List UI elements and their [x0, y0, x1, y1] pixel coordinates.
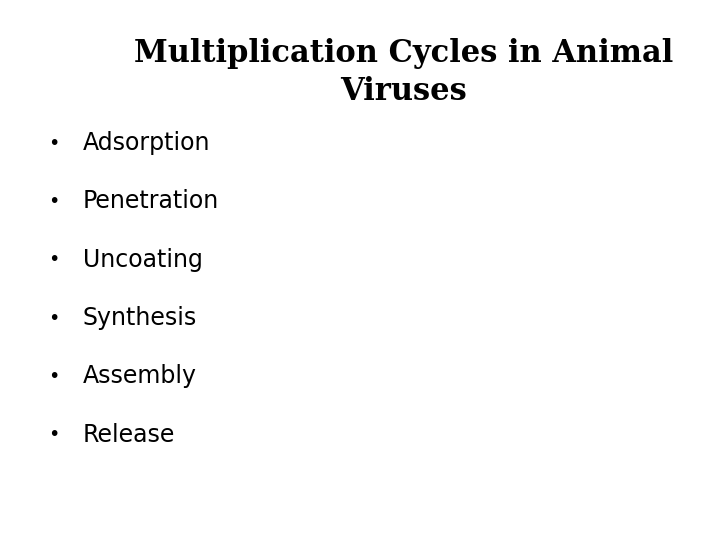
Text: •: •: [48, 192, 60, 211]
Text: Multiplication Cycles in Animal
Viruses: Multiplication Cycles in Animal Viruses: [134, 38, 672, 107]
Text: Assembly: Assembly: [83, 364, 197, 388]
Text: Uncoating: Uncoating: [83, 248, 202, 272]
Text: •: •: [48, 425, 60, 444]
Text: •: •: [48, 367, 60, 386]
Text: Penetration: Penetration: [83, 190, 219, 213]
Text: Release: Release: [83, 423, 175, 447]
Text: Synthesis: Synthesis: [83, 306, 197, 330]
Text: Adsorption: Adsorption: [83, 131, 210, 155]
Text: •: •: [48, 133, 60, 153]
Text: •: •: [48, 250, 60, 269]
Text: •: •: [48, 308, 60, 328]
